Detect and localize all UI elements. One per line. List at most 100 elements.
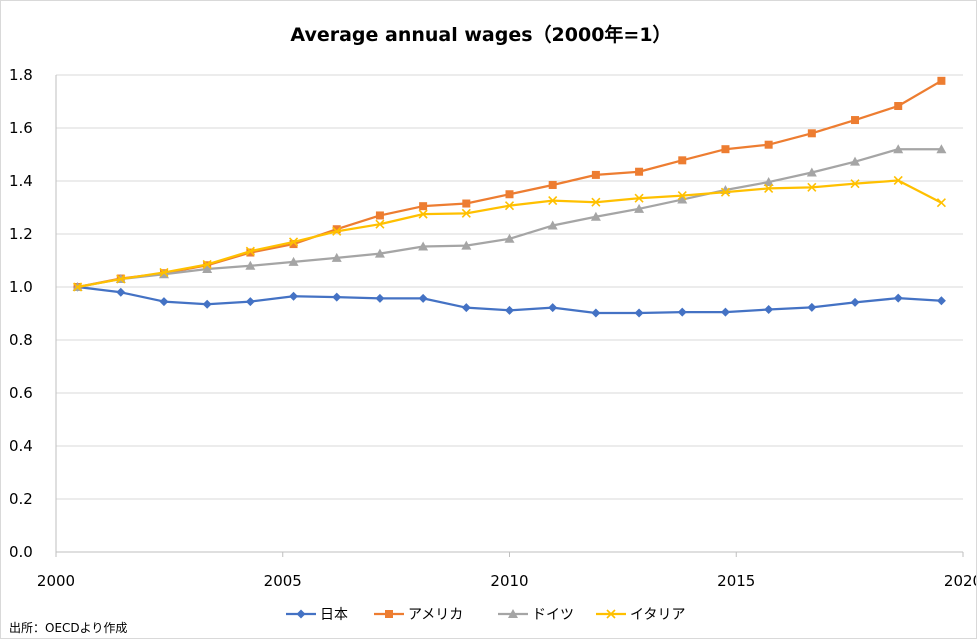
data-point	[936, 296, 946, 306]
data-point	[245, 260, 256, 270]
legend-label: 日本	[320, 607, 348, 623]
data-point	[936, 144, 947, 154]
data-point	[678, 156, 687, 165]
data-point	[159, 267, 169, 277]
x-tick-label: 2000	[37, 572, 75, 590]
legend-marker	[296, 609, 306, 619]
data-point	[720, 307, 730, 317]
data-point	[461, 303, 471, 313]
y-tick-label: 1.8	[9, 66, 33, 84]
series-line-2	[77, 79, 942, 289]
x-tick-label: 2015	[717, 572, 755, 590]
data-point	[937, 76, 946, 85]
legend-label: イタリア	[630, 607, 685, 623]
data-point	[245, 246, 255, 256]
axes: 0.0 0.2 0.4 0.6 0.8 1.0 1.2 1.4 1.6 1.8 2000 2005 20…	[9, 66, 976, 590]
data-point	[202, 259, 212, 270]
data-point	[806, 167, 817, 177]
data-point	[288, 256, 299, 266]
data-point	[807, 302, 817, 312]
data-point	[850, 179, 860, 189]
data-point	[634, 308, 644, 318]
y-tick-label: 0.4	[9, 437, 33, 455]
source-note: 出所：OECDより作成	[9, 621, 128, 635]
data-point	[893, 144, 904, 154]
data-point	[289, 291, 299, 301]
data-point	[677, 191, 687, 201]
y-tick-label: 0.6	[9, 384, 33, 402]
data-point	[375, 211, 384, 220]
data-point	[419, 202, 428, 211]
data-point	[245, 297, 255, 307]
data-point	[374, 248, 385, 258]
data-point	[677, 307, 687, 317]
data-point	[461, 240, 472, 250]
data-point	[461, 208, 471, 218]
y-tick-label: 0.2	[9, 490, 33, 508]
data-point	[677, 194, 688, 204]
legend-label: ドイツ	[532, 607, 574, 623]
data-point	[289, 240, 298, 249]
data-point	[73, 282, 83, 292]
data-point	[894, 102, 903, 111]
data-point	[850, 156, 861, 166]
data-point	[418, 241, 429, 251]
data-point	[202, 263, 213, 273]
data-point	[763, 177, 774, 187]
data-point	[548, 303, 558, 313]
data-point	[936, 198, 946, 208]
data-point	[418, 209, 428, 219]
data-point	[591, 170, 600, 179]
data-point	[504, 201, 515, 211]
data-point	[893, 293, 903, 303]
data-point	[331, 252, 342, 262]
data-point	[505, 190, 514, 199]
data-point	[159, 297, 169, 307]
data-point	[505, 305, 514, 315]
y-tick-label: 0.8	[9, 331, 33, 349]
data-point	[635, 167, 644, 176]
y-tick-label: 1.0	[9, 278, 33, 296]
data-point	[462, 199, 471, 208]
data-point	[288, 237, 299, 247]
y-tick-label: 1.4	[9, 172, 33, 190]
data-point	[720, 187, 731, 197]
data-point	[548, 196, 558, 206]
data-point	[591, 308, 601, 318]
chart-title: Average annual wages（2000年=1）	[290, 23, 671, 46]
data-point	[332, 292, 342, 302]
data-point	[807, 182, 817, 192]
data-point	[764, 140, 773, 149]
data-point	[418, 293, 428, 303]
data-point	[375, 293, 385, 303]
legend-marker	[385, 610, 393, 618]
data-point	[721, 145, 730, 154]
data-point	[116, 287, 126, 297]
y-tick-label: 0.0	[9, 543, 33, 561]
legend-label: アメリカ	[408, 607, 463, 623]
data-point	[547, 220, 558, 230]
legend: 日本 アメリカ ドイツ イタリア	[286, 607, 685, 623]
x-tick-label: 2005	[264, 572, 302, 590]
data-point	[591, 197, 601, 207]
legend-marker	[606, 609, 616, 619]
data-point	[548, 180, 557, 189]
data-point	[764, 305, 774, 315]
data-point	[634, 193, 644, 203]
data-point	[851, 116, 860, 125]
x-tick-label: 2020	[944, 572, 976, 590]
data-point	[807, 129, 816, 138]
x-tick-label: 2010	[490, 572, 528, 590]
data-point	[116, 274, 126, 284]
data-point	[590, 211, 601, 221]
data-point	[202, 299, 212, 309]
data-point	[504, 233, 515, 243]
data-series	[72, 76, 947, 318]
data-point	[850, 297, 860, 307]
gridlines	[56, 74, 963, 553]
data-point	[893, 175, 903, 186]
data-point	[764, 183, 774, 193]
y-tick-label: 1.6	[9, 119, 33, 137]
